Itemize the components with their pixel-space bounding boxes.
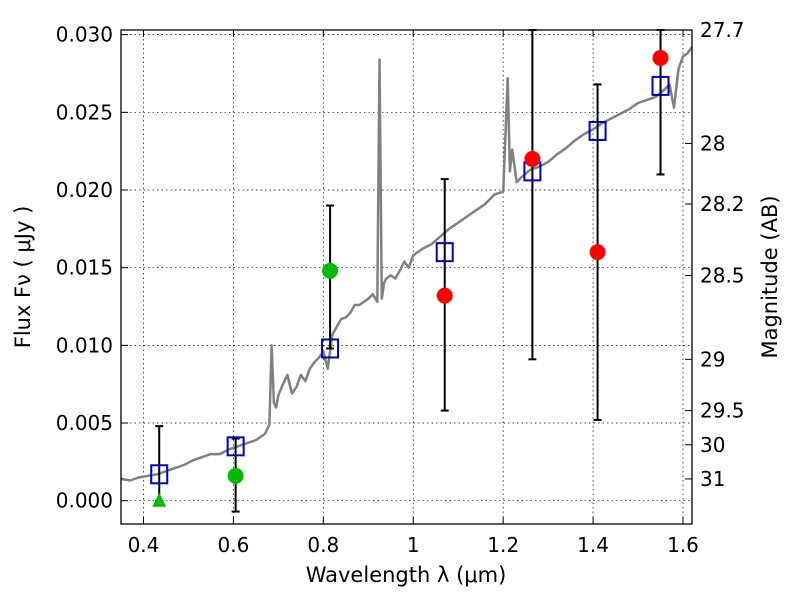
model-point — [226, 436, 245, 457]
model-point — [651, 75, 670, 96]
y-tick-label: 0.025 — [56, 100, 113, 124]
right-tick-label: 28 — [700, 131, 725, 155]
x-tick-label: 0.6 — [217, 533, 249, 557]
observed-point-red — [436, 287, 453, 304]
marker-layer — [150, 49, 670, 507]
observed-point-red — [652, 49, 669, 66]
y-tick-label: 0.015 — [56, 256, 113, 280]
x-tick-label: 1.6 — [667, 533, 699, 557]
plot-frame — [120, 29, 693, 525]
model-point — [435, 242, 454, 263]
observed-point-red — [524, 150, 541, 167]
x-tick-label: 0.8 — [307, 533, 339, 557]
y-tick-label: 0.030 — [56, 23, 113, 47]
right-tick-label: 28.2 — [700, 192, 745, 216]
observed-point-red — [589, 244, 606, 261]
right-axis-label: Magnitude (AB) — [758, 195, 782, 358]
model-point — [150, 464, 169, 485]
x-tick-label: 1.4 — [577, 533, 609, 557]
model-point — [588, 120, 607, 141]
right-tick-label: 31 — [700, 467, 725, 491]
spectrum-line — [120, 46, 694, 482]
y-axis-label: Flux Fν ( μJy ) — [11, 206, 35, 349]
right-tick-label: 29 — [700, 347, 725, 371]
x-tick-label: 1.2 — [487, 533, 519, 557]
grid — [121, 30, 692, 524]
observed-point-green — [227, 467, 244, 484]
spectrum-layer — [120, 46, 694, 482]
right-tick-label: 30 — [700, 433, 725, 457]
y-tick-label: 0.010 — [56, 333, 113, 357]
ticks — [121, 29, 692, 524]
upper-limit-point — [152, 492, 167, 507]
x-axis-label: Wavelength λ (μm) — [306, 563, 507, 587]
x-tick-label: 1 — [407, 533, 420, 557]
y-tick-label: 0.000 — [56, 489, 113, 513]
tick-labels: 0.4 0.6 0.8 1 1.2 1.4 1.6 0.000 0.005 0.010 0.015 0… — [56, 18, 745, 557]
y-tick-label: 0.005 — [56, 411, 113, 435]
right-tick-label: 29.5 — [700, 399, 745, 423]
model-point — [321, 338, 340, 359]
right-tick-label: 27.7 — [700, 18, 745, 42]
y-tick-label: 0.020 — [56, 178, 113, 202]
plot-background — [121, 30, 692, 524]
x-tick-label: 0.4 — [128, 533, 160, 557]
observed-point-green — [322, 262, 339, 279]
right-tick-label: 28.5 — [700, 263, 745, 287]
